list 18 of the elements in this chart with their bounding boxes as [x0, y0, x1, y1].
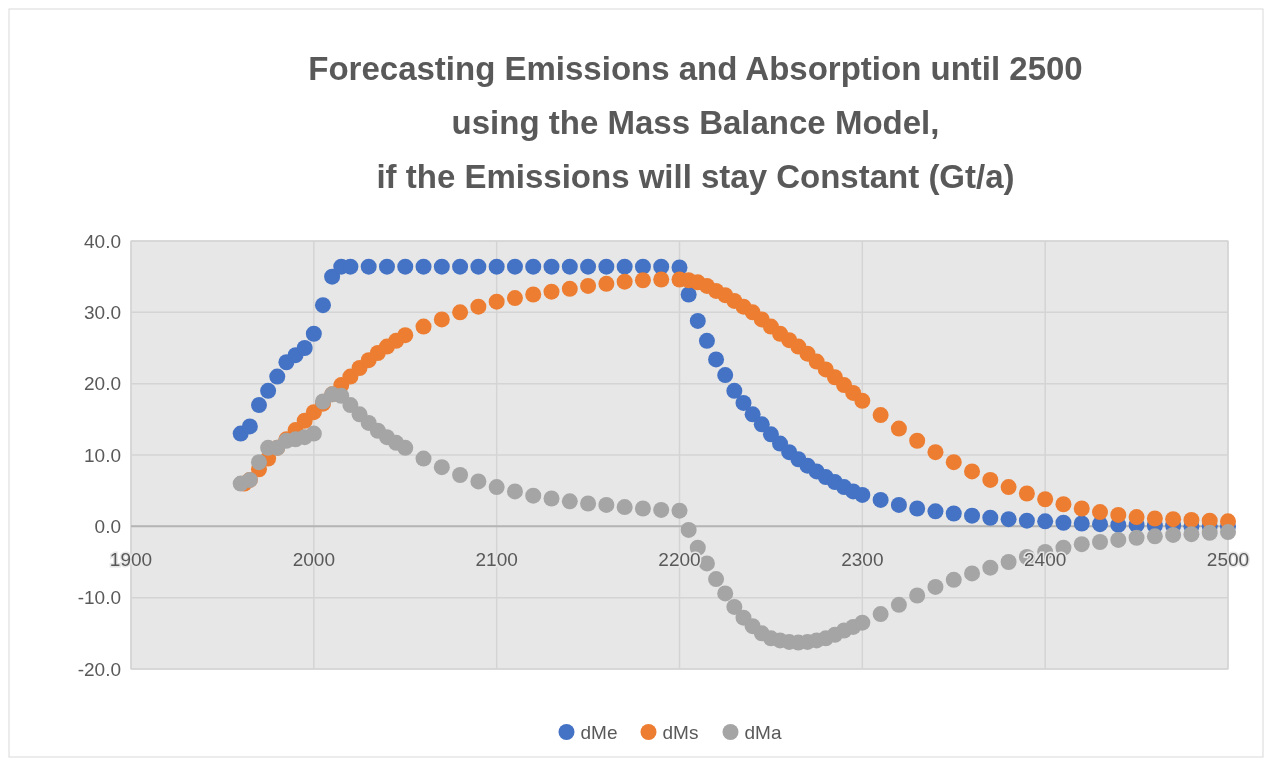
x-tick-label: 2100	[475, 549, 518, 571]
y-tick-label: 20.0	[84, 373, 121, 395]
x-tick-label: 2500	[1206, 549, 1250, 571]
y-tick-label: 10.0	[84, 444, 121, 466]
y-tick-label: -10.0	[77, 587, 121, 609]
y-tick-label: 30.0	[84, 301, 121, 323]
x-tick-label: 2200	[658, 549, 701, 571]
legend-label: dMe	[580, 721, 618, 743]
x-tick-label: 2000	[292, 549, 335, 571]
x-tick-label: 2300	[841, 549, 884, 571]
y-tick-label: 40.0	[84, 230, 121, 252]
x-tick-label: 1900	[109, 549, 153, 571]
y-tick-label: 0.0	[94, 515, 121, 537]
x-tick-label: 2400	[1024, 549, 1067, 571]
legend-label: dMs	[662, 721, 699, 743]
y-tick-label: -20.0	[77, 658, 121, 680]
chart-title: Forecasting Emissions and Absorption until 2500 using the Mass Balance Model, if the Emissions will stay Constant (Gt/a)	[308, 50, 1083, 195]
legend-label: dMa	[744, 721, 782, 743]
